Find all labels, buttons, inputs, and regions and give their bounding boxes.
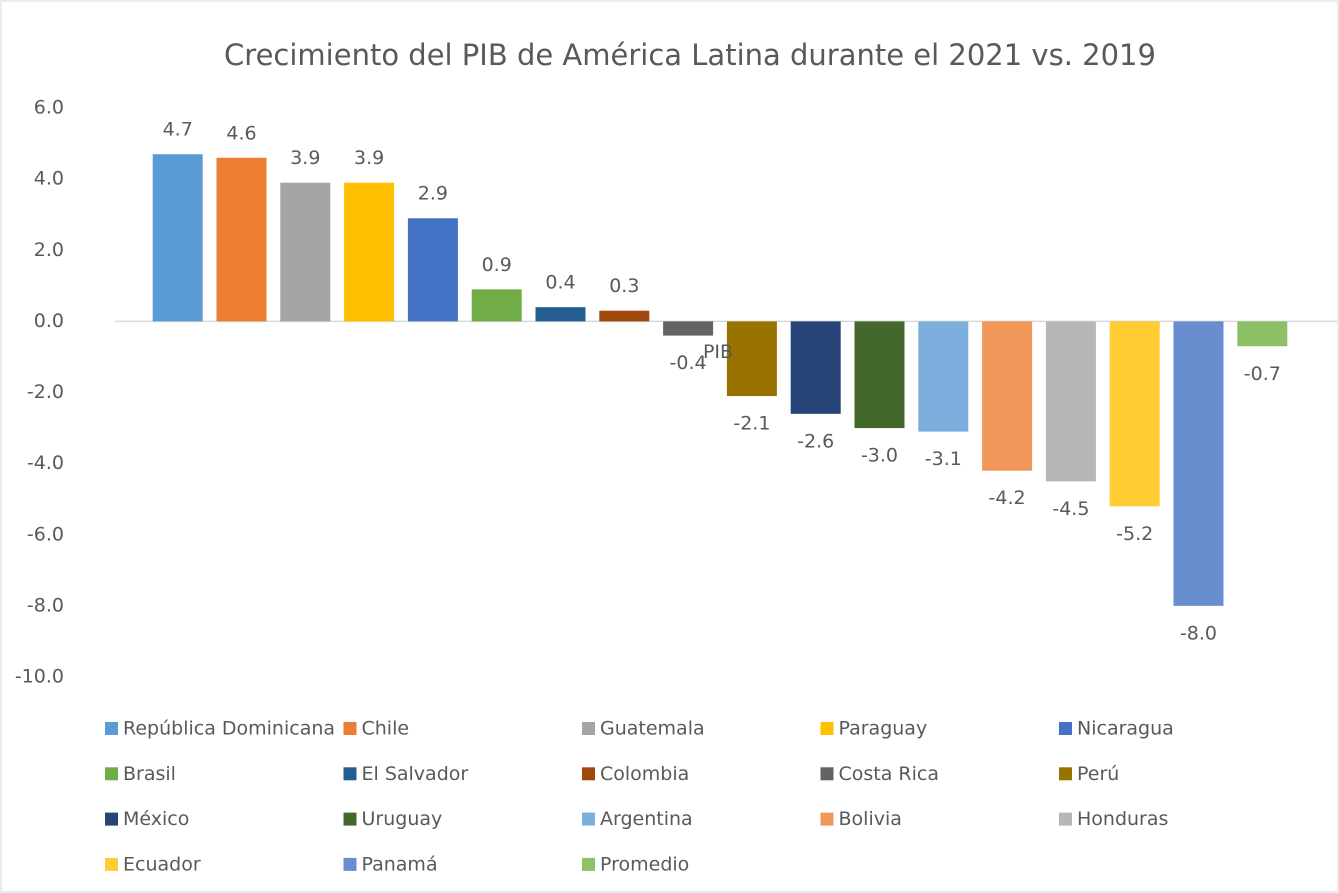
- legend-swatch: [582, 857, 595, 871]
- legend-label: Chile: [362, 718, 410, 740]
- data-label: -3.1: [925, 448, 962, 470]
- legend-label: Paraguay: [839, 718, 928, 740]
- legend-label: Uruguay: [362, 808, 443, 830]
- legend-label: Costa Rica: [839, 763, 940, 785]
- legend-label: Guatemala: [600, 718, 705, 740]
- y-tick-label: 4.0: [34, 168, 64, 190]
- legend-swatch: [343, 857, 357, 871]
- y-tick-label: -8.0: [27, 594, 64, 616]
- bar: [1045, 321, 1096, 482]
- legend-label: Panamá: [362, 853, 438, 875]
- bar: [1173, 321, 1224, 606]
- legend-swatch: [820, 767, 834, 781]
- y-tick-label: -10.0: [15, 666, 64, 688]
- data-label: 2.9: [418, 183, 448, 205]
- data-label: -0.4: [670, 352, 707, 374]
- bar: [663, 321, 714, 336]
- legend-label: Ecuador: [123, 853, 201, 875]
- legend-swatch: [1059, 767, 1072, 781]
- legend-swatch: [105, 812, 118, 826]
- data-label: 3.9: [290, 147, 320, 169]
- bar: [599, 310, 650, 322]
- y-tick-label: -4.0: [27, 452, 64, 474]
- legend-swatch: [1059, 722, 1072, 735]
- data-label: -2.1: [733, 413, 770, 435]
- bar: [1237, 321, 1288, 347]
- legend-label: El Salvador: [362, 763, 469, 785]
- legend-label: Bolivia: [839, 808, 902, 830]
- legend-label: República Dominicana: [123, 718, 335, 740]
- bar: [726, 321, 777, 397]
- bar: [790, 321, 841, 414]
- legend-swatch: [582, 722, 595, 735]
- legend-swatch: [1059, 812, 1072, 826]
- data-label: 0.3: [609, 275, 639, 297]
- bar: [344, 182, 395, 322]
- bar: [982, 321, 1033, 471]
- legend-swatch: [105, 722, 118, 735]
- y-tick-label: -2.0: [27, 381, 64, 403]
- bar: [216, 157, 267, 322]
- bar: [535, 307, 586, 322]
- y-tick-label: 6.0: [34, 97, 64, 119]
- legend-label: México: [123, 808, 189, 830]
- legend-swatch: [343, 722, 357, 735]
- legend-swatch: [820, 812, 834, 826]
- data-label: 4.6: [226, 122, 256, 144]
- legend-label: Nicaragua: [1077, 718, 1174, 740]
- legend-label: Promedio: [600, 853, 689, 875]
- bar: [854, 321, 905, 429]
- data-label: -2.6: [797, 430, 834, 452]
- legend-label: Perú: [1077, 763, 1119, 785]
- y-tick-label: 2.0: [34, 239, 64, 261]
- legend-swatch: [343, 767, 357, 781]
- data-label: -5.2: [1116, 523, 1153, 545]
- data-label: 4.7: [163, 119, 193, 141]
- data-label: 0.4: [545, 272, 575, 294]
- chart-title: Crecimiento del PIB de América Latina du…: [224, 38, 1156, 72]
- legend-label: Colombia: [600, 763, 689, 785]
- legend-swatch: [105, 857, 118, 871]
- data-label: -4.2: [989, 487, 1026, 509]
- bar: [407, 218, 458, 322]
- legend-swatch: [820, 722, 834, 735]
- data-label: 3.9: [354, 147, 384, 169]
- y-tick-label: -6.0: [27, 523, 64, 545]
- data-label: -4.5: [1052, 498, 1089, 520]
- y-tick-label: 0.0: [34, 310, 64, 332]
- bar: [471, 289, 522, 322]
- data-label: -0.7: [1244, 363, 1281, 385]
- legend-label: Argentina: [600, 808, 693, 830]
- bar: [152, 154, 203, 322]
- legend-label: Brasil: [123, 763, 176, 785]
- legend-swatch: [105, 767, 118, 781]
- data-label: -8.0: [1180, 622, 1217, 644]
- legend-swatch: [582, 812, 595, 826]
- data-label: 0.9: [482, 254, 512, 276]
- legend-swatch: [582, 767, 595, 781]
- legend-swatch: [343, 812, 357, 826]
- bar: [280, 182, 331, 322]
- data-label: -3.0: [861, 445, 898, 467]
- legend-label: Honduras: [1077, 808, 1168, 830]
- bar: [1109, 321, 1160, 507]
- x-tick-label: PIB: [703, 341, 733, 363]
- bar: [918, 321, 969, 432]
